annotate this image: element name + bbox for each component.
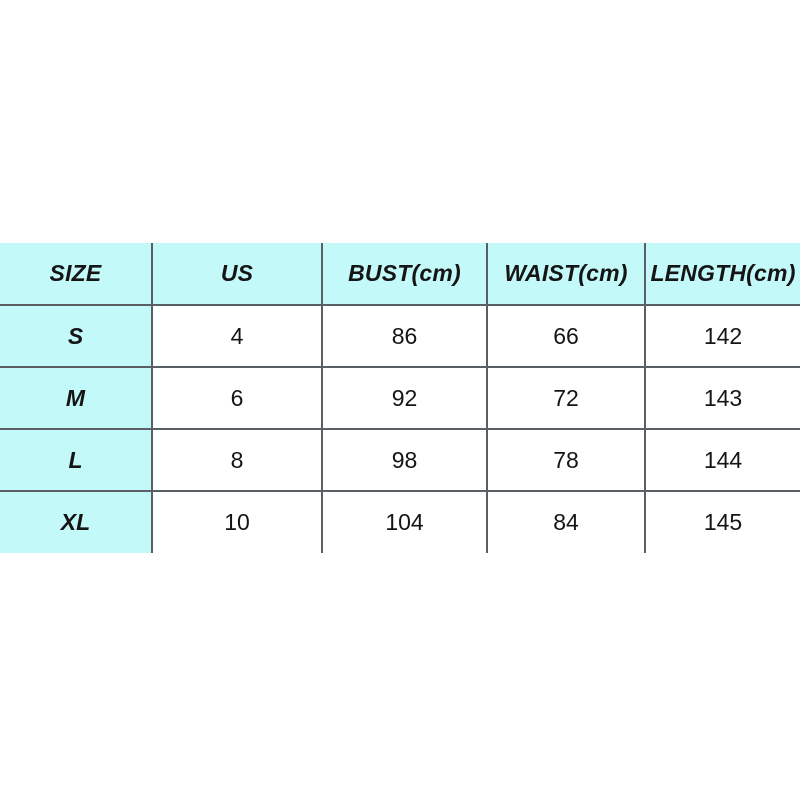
cell-length: 142 xyxy=(645,305,800,368)
cell-waist: 72 xyxy=(487,367,646,430)
column-header-waist: WAIST(cm) xyxy=(487,243,646,306)
table-header: SIZE US BUST(cm) WAIST(cm) LENGTH(cm) xyxy=(0,243,800,306)
cell-us: 8 xyxy=(152,429,323,492)
column-header-us: US xyxy=(152,243,323,306)
size-chart-container: SIZE US BUST(cm) WAIST(cm) LENGTH(cm) S … xyxy=(0,243,800,554)
cell-length: 145 xyxy=(645,491,800,553)
cell-waist: 66 xyxy=(487,305,646,368)
table-row: L 8 98 78 144 xyxy=(0,429,800,492)
cell-size: L xyxy=(0,429,153,492)
column-header-size: SIZE xyxy=(0,243,153,306)
cell-size: S xyxy=(0,305,153,368)
size-chart-table: SIZE US BUST(cm) WAIST(cm) LENGTH(cm) S … xyxy=(0,243,800,553)
cell-waist: 84 xyxy=(487,491,646,553)
cell-us: 4 xyxy=(152,305,323,368)
cell-size: M xyxy=(0,367,153,430)
header-row: SIZE US BUST(cm) WAIST(cm) LENGTH(cm) xyxy=(0,243,800,306)
cell-waist: 78 xyxy=(487,429,646,492)
table-body: S 4 86 66 142 M 6 92 72 143 L 8 98 78 14… xyxy=(0,305,800,553)
cell-length: 144 xyxy=(645,429,800,492)
cell-size: XL xyxy=(0,491,153,553)
table-row: M 6 92 72 143 xyxy=(0,367,800,430)
cell-bust: 92 xyxy=(322,367,488,430)
column-header-length: LENGTH(cm) xyxy=(645,243,800,306)
cell-us: 10 xyxy=(152,491,323,553)
cell-bust: 98 xyxy=(322,429,488,492)
cell-us: 6 xyxy=(152,367,323,430)
column-header-bust: BUST(cm) xyxy=(322,243,488,306)
table-row: XL 10 104 84 145 xyxy=(0,491,800,553)
cell-bust: 104 xyxy=(322,491,488,553)
cell-bust: 86 xyxy=(322,305,488,368)
cell-length: 143 xyxy=(645,367,800,430)
table-row: S 4 86 66 142 xyxy=(0,305,800,368)
